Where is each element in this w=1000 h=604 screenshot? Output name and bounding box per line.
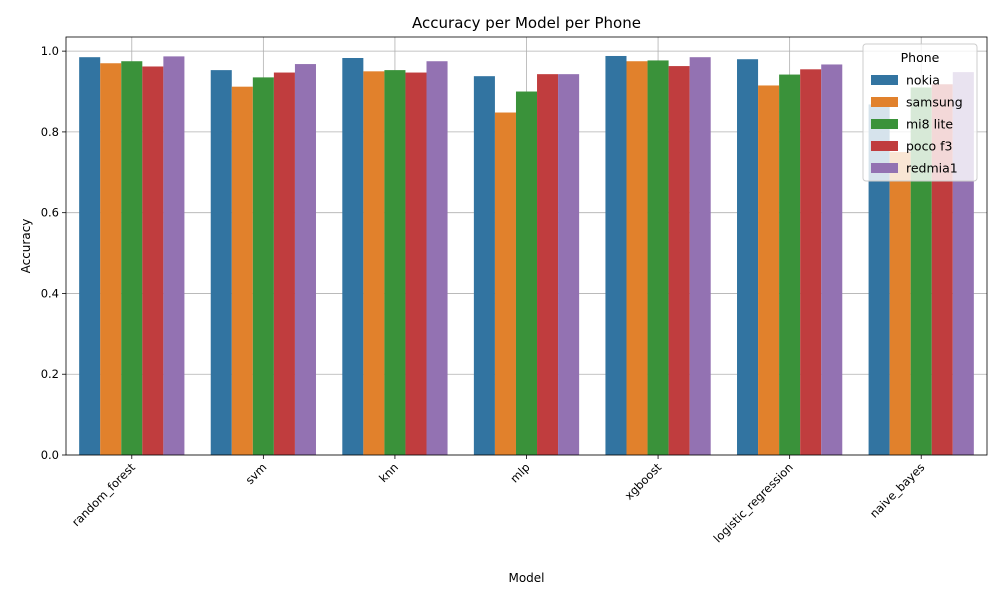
- bar-mi8-lite-logistic-regression: [779, 74, 801, 455]
- bar-nokia-random-forest: [79, 57, 101, 455]
- y-tick-label: 0.2: [41, 367, 59, 381]
- legend-items: nokia samsung mi8 lite poco f3 redmia1: [871, 73, 963, 176]
- bar-poco-f3-knn: [405, 72, 427, 455]
- bar-mi8-lite-svm: [252, 77, 274, 455]
- bar-samsung-svm: [231, 86, 253, 456]
- bar-mi8-lite-random-forest: [121, 61, 143, 456]
- y-axis-label: Accuracy: [19, 219, 33, 274]
- legend-swatch: [871, 97, 898, 107]
- y-tick-label: 0.8: [41, 125, 59, 139]
- bar-poco-f3-mlp: [537, 74, 559, 456]
- bar-poco-f3-random-forest: [142, 66, 164, 456]
- bars-layer: [79, 55, 974, 456]
- bar-redmia1-xgboost: [689, 57, 711, 455]
- legend-entry-label: mi8 lite: [906, 117, 953, 132]
- bar-samsung-naive-bayes: [889, 152, 911, 456]
- y-tick-label: 0.0: [41, 448, 59, 462]
- bar-nokia-logistic-regression: [737, 59, 759, 456]
- legend-swatch: [871, 163, 898, 173]
- bar-samsung-knn: [363, 71, 385, 456]
- legend-entry-label: redmia1: [906, 161, 958, 176]
- legend-swatch: [871, 141, 898, 151]
- bar-nokia-naive-bayes: [868, 104, 890, 456]
- legend-title: Phone: [901, 50, 940, 65]
- y-tick-label: 0.6: [41, 206, 59, 220]
- bar-redmia1-random-forest: [163, 56, 185, 456]
- legend-entry-label: samsung: [906, 95, 963, 110]
- bar-nokia-xgboost: [605, 55, 627, 456]
- bar-mi8-lite-knn: [384, 70, 406, 455]
- bar-redmia1-logistic-regression: [821, 64, 843, 455]
- bar-redmia1-knn: [426, 61, 448, 456]
- bar-nokia-mlp: [473, 76, 495, 456]
- legend-entry-label: nokia: [906, 73, 940, 88]
- bar-samsung-logistic-regression: [758, 85, 780, 455]
- chart-title: Accuracy per Model per Phone: [412, 14, 641, 32]
- bar-samsung-xgboost: [626, 61, 648, 456]
- bar-mi8-lite-mlp: [515, 91, 538, 456]
- bar-poco-f3-xgboost: [668, 66, 690, 456]
- legend-entry-label: poco f3: [906, 139, 952, 154]
- legend-swatch: [871, 75, 898, 85]
- bar-nokia-svm: [210, 70, 232, 455]
- legend: Phone nokia samsung mi8 lite poco f3 redmia1: [862, 43, 978, 182]
- y-tick-label: 1.0: [41, 44, 59, 58]
- x-axis-label: Model: [508, 571, 544, 585]
- bar-nokia-knn: [342, 58, 364, 455]
- bar-samsung-mlp: [494, 112, 516, 455]
- bar-samsung-random-forest: [100, 63, 122, 455]
- bar-redmia1-mlp: [558, 74, 580, 456]
- bar-poco-f3-svm: [273, 72, 295, 455]
- bar-redmia1-svm: [294, 64, 316, 456]
- bar-poco-f3-logistic-regression: [800, 69, 822, 456]
- legend-swatch: [871, 119, 898, 129]
- y-tick-label: 0.4: [41, 286, 59, 300]
- bar-mi8-lite-xgboost: [647, 60, 669, 455]
